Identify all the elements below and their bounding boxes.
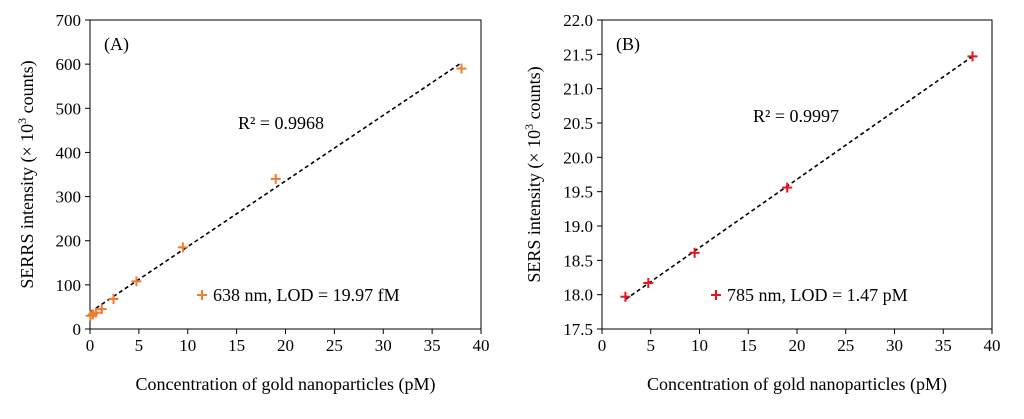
data-point [177,242,188,253]
y-tick-label: 22.0 [563,11,593,30]
x-tick-label: 30 [886,336,903,355]
data-point [108,293,119,304]
x-tick-label: 0 [86,336,95,355]
x-tick-label: 25 [837,336,854,355]
x-tick-label: 35 [424,336,441,355]
x-tick-label: 15 [740,336,757,355]
y-tick-label: 600 [56,55,82,74]
trendline [624,55,973,301]
data-point [782,182,793,193]
y-tick-label: 17.5 [563,320,593,339]
y-tick-label: 300 [56,188,82,207]
panel-label: (A) [104,34,129,55]
x-tick-label: 40 [984,336,1001,355]
y-tick-label: 0 [73,320,82,339]
x-tick-label: 5 [647,336,656,355]
data-point [96,304,107,315]
x-tick-label: 10 [691,336,708,355]
x-axis-label: Concentration of gold nanoparticles (pM) [647,374,947,395]
data-point [456,63,467,74]
r-squared-annotation: R² = 0.9968 [238,113,324,133]
y-tick-label: 18.5 [563,251,593,270]
x-tick-label: 20 [789,336,806,355]
y-tick-label: 400 [56,143,82,162]
legend-entry: 638 nm, LOD = 19.97 fM [197,285,400,305]
data-point [270,173,281,184]
y-tick-label: 20.5 [563,114,593,133]
data-point [131,276,142,287]
y-tick-label: 500 [56,99,82,118]
x-tick-label: 5 [135,336,144,355]
x-tick-label: 0 [598,336,607,355]
data-point [620,291,631,302]
y-tick-label: 200 [56,232,82,251]
trendline [89,62,462,313]
y-tick-label: 21.5 [563,45,593,64]
plot-frame [89,19,482,330]
data-point [643,277,654,288]
legend-label: 638 nm, LOD = 19.97 fM [213,285,400,305]
legend-label: 785 nm, LOD = 1.47 pM [727,285,908,305]
panel-label: (B) [616,34,640,55]
plot-frame [601,19,993,330]
r-squared-annotation: R² = 0.9997 [753,106,839,126]
legend-entry: 785 nm, LOD = 1.47 pM [711,285,908,305]
y-axis-label: SERS intensity (× 103 counts) [522,66,545,282]
x-tick-label: 25 [326,336,343,355]
y-axis-label: SERRS intensity (× 103 counts) [15,60,38,288]
x-tick-label: 15 [228,336,245,355]
data-point [90,307,101,318]
y-tick-label: 700 [56,11,82,30]
y-tick-label: 21.0 [563,80,593,99]
data-point [689,247,700,258]
x-tick-label: 40 [473,336,490,355]
x-tick-label: 30 [375,336,392,355]
y-tick-label: 19.0 [563,217,593,236]
data-point [967,51,978,62]
y-tick-label: 100 [56,276,82,295]
x-tick-label: 35 [935,336,952,355]
x-tick-label: 20 [277,336,294,355]
chart-panel-b: 0 5 10 15 20 25 30 35 40 17.5 18.0 18.5 19.0 19.5 20.0… [522,11,1001,395]
chart-panel-a: 0 5 10 15 20 25 30 35 400100200300400500600700Co… [15,11,490,395]
y-tick-label: 20.0 [563,148,593,167]
x-axis-label: Concentration of gold nanoparticles (pM) [136,374,436,395]
y-tick-label: 19.5 [563,183,593,202]
y-tick-label: 18.0 [563,286,593,305]
x-tick-label: 10 [179,336,196,355]
